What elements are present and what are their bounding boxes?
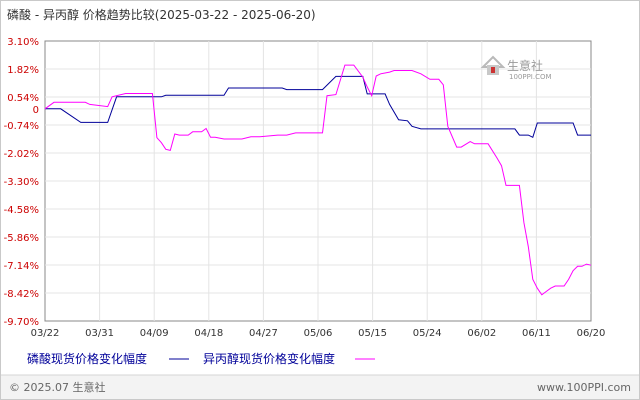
x-axis-ticks: 03/22 03/31 04/09 04/18 04/27 05/06 05/15 05/24…	[31, 328, 606, 339]
chart-title: 磷酸 - 异丙醇 价格趋势比较(2025-03-22 - 2025-06-20)	[7, 7, 316, 22]
legend-label-isopropanol: 异丙醇现货价格变化幅度	[203, 351, 335, 366]
x-tick-label: 06/11	[522, 328, 551, 339]
x-tick-label: 03/31	[85, 328, 114, 339]
y-tick-label: 0	[33, 105, 39, 116]
x-tick-label: 05/15	[358, 328, 387, 339]
y-tick-label: -0.74%	[4, 121, 39, 132]
y-tick-label: 0.54%	[7, 93, 39, 104]
y-tick-label: -5.86%	[4, 233, 39, 244]
y-axis-ticks: 3.10% 1.82% 0.54%0 -0.74% -2.02% -3.30% -4.58%…	[4, 37, 39, 328]
x-tick-label: 04/09	[140, 328, 169, 339]
legend-label-phosphoric-acid: 磷酸现货价格变化幅度	[27, 351, 147, 366]
x-tick-label: 04/27	[249, 328, 278, 339]
watermark-url: 100PPI.COM	[509, 73, 552, 81]
y-tick-label: -3.30%	[4, 177, 39, 188]
y-tick-label: -8.42%	[4, 289, 39, 300]
horizontal-gridlines	[45, 68, 591, 294]
y-tick-label: -9.70%	[4, 317, 39, 328]
y-tick-label: 3.10%	[7, 37, 39, 48]
x-tick-label: 06/20	[577, 328, 606, 339]
watermark-logo: 生意社 100PPI.COM	[480, 55, 552, 81]
series-line-isopropanol	[44, 64, 592, 296]
y-tick-label: -7.14%	[4, 261, 39, 272]
watermark-name: 生意社	[507, 58, 543, 73]
house-door-icon	[491, 67, 495, 73]
footer-website: www.100PPI.com	[537, 381, 631, 394]
y-tick-label: 1.82%	[7, 65, 39, 76]
y-tick-label: -2.02%	[4, 149, 39, 160]
series-line-phosphoric-acid	[45, 75, 591, 139]
series-lines	[44, 64, 592, 296]
x-tick-label: 05/06	[304, 328, 333, 339]
x-tick-label: 06/02	[467, 328, 496, 339]
x-tick-label: 04/18	[194, 328, 223, 339]
y-tick-label: -4.58%	[4, 205, 39, 216]
legend: 磷酸现货价格变化幅度 异丙醇现货价格变化幅度	[27, 351, 375, 366]
footer-bar	[1, 375, 639, 399]
x-tick-label: 03/22	[31, 328, 60, 339]
footer-copyright: © 2025.07 生意社	[9, 380, 105, 394]
x-tick-label: 05/24	[413, 328, 442, 339]
